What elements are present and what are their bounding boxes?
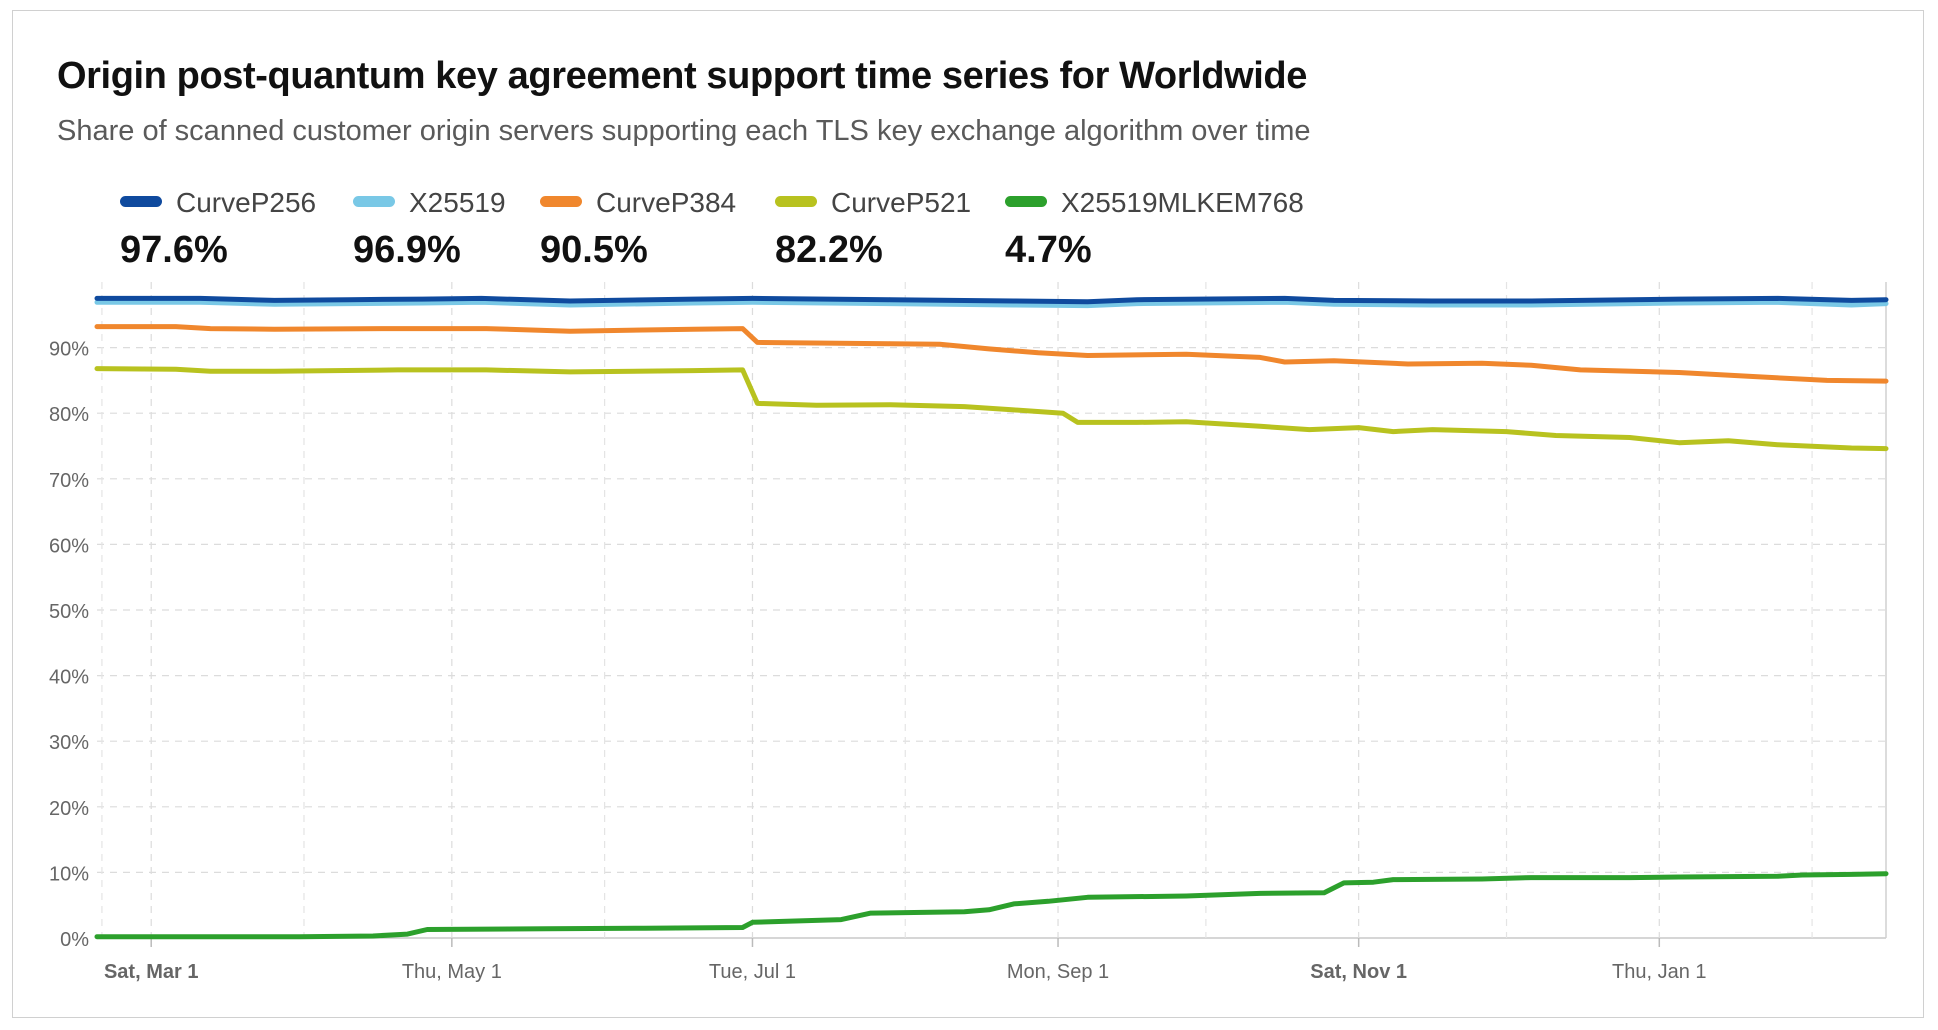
y-tick-label: 90% — [49, 339, 89, 361]
y-tick-label: 30% — [49, 732, 89, 754]
legend-item-x25519[interactable]: X25519 96.9% — [353, 187, 506, 272]
series-line-x25519 — [94, 299, 1889, 309]
y-tick-label: 20% — [49, 798, 89, 820]
legend-swatch-x25519mlkem768 — [1005, 195, 1047, 207]
y-tick-label: 10% — [49, 863, 89, 885]
y-tick-label: 0% — [60, 929, 89, 951]
legend-item-curvep384[interactable]: CurveP384 90.5% — [540, 187, 736, 272]
y-tick-label: 80% — [49, 404, 89, 426]
x-tick-label: Mon, Sep 1 — [1007, 961, 1109, 983]
legend-value-curvep256: 97.6% — [120, 229, 228, 271]
legend-value-x25519mlkem768: 4.7% — [1005, 229, 1092, 271]
x-tick-label: Sat, Nov 1 — [1310, 961, 1407, 983]
series-line-x25519mlkem768 — [94, 871, 1889, 940]
y-tick-label: 40% — [49, 667, 89, 689]
legend-item-curvep521[interactable]: CurveP521 82.2% — [775, 187, 971, 272]
x-tick-label: Thu, Jan 1 — [1612, 961, 1707, 983]
x-tick-label: Thu, May 1 — [402, 961, 502, 983]
chart-card: Origin post-quantum key agreement suppor… — [12, 10, 1924, 1018]
legend-value-curvep384: 90.5% — [540, 229, 648, 271]
legend-label-curvep384: CurveP384 — [596, 187, 737, 218]
legend-value-x25519: 96.9% — [353, 229, 461, 271]
x-tick-label: Sat, Mar 1 — [104, 961, 198, 983]
legend-swatch-x25519 — [353, 195, 395, 207]
legend-value-curvep521: 82.2% — [775, 229, 883, 271]
legend-swatch-curvep521 — [775, 195, 817, 207]
y-tick-label: 50% — [49, 601, 89, 623]
series-line-curvep256 — [94, 295, 1889, 305]
legend-swatch-curvep384 — [540, 195, 582, 207]
legend-item-x25519mlkem768[interactable]: X25519MLKEM768 4.7% — [1005, 187, 1304, 272]
chart-title: Origin post-quantum key agreement suppor… — [57, 55, 1307, 97]
chart-subtitle: Share of scanned customer origin servers… — [57, 115, 1311, 147]
legend-label-x25519: X25519 — [409, 187, 506, 218]
legend-label-curvep256: CurveP256 — [176, 187, 317, 218]
legend-swatch-curvep256 — [120, 195, 162, 207]
legend-label-x25519mlkem768: X25519MLKEM768 — [1061, 187, 1304, 218]
y-tick-label: 60% — [49, 535, 89, 557]
legend-label-curvep521: CurveP521 — [831, 187, 972, 218]
x-tick-label: Tue, Jul 1 — [709, 961, 796, 983]
legend-item-curvep256[interactable]: CurveP256 97.6% — [120, 187, 316, 272]
series-line-curvep521 — [94, 366, 1889, 452]
y-tick-label: 70% — [49, 470, 89, 492]
series-line-curvep384 — [94, 324, 1889, 384]
